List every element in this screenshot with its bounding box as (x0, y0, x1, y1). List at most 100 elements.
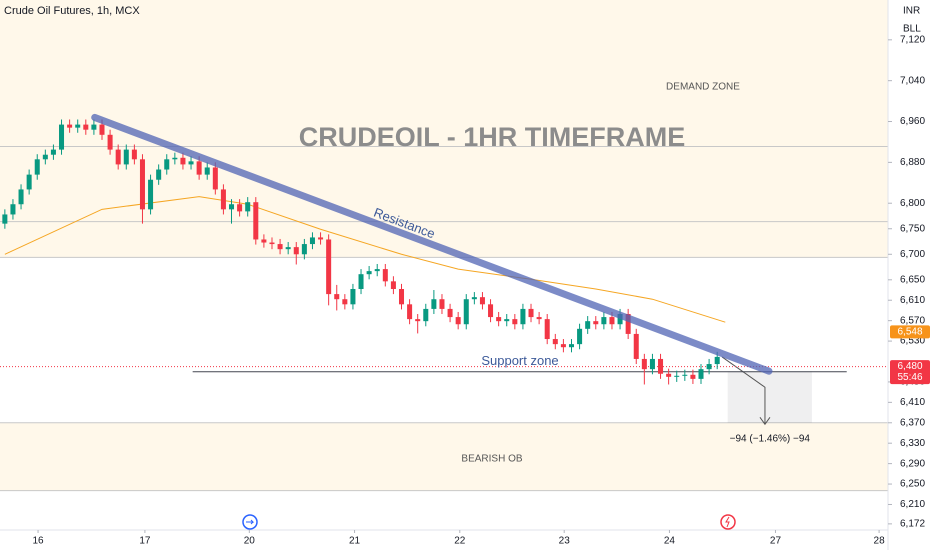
y-tick-label: 6,750 (900, 223, 925, 234)
y-tick-label: 6,700 (900, 249, 925, 260)
x-tick-label: 28 (874, 536, 886, 547)
candle-body (714, 356, 720, 365)
candle-body (237, 204, 243, 212)
candle-body (374, 269, 380, 272)
event-icon[interactable] (242, 514, 258, 530)
candle-body (34, 159, 40, 175)
zone-label: DEMAND ZONE (666, 82, 740, 93)
projection-box (727, 371, 812, 423)
candle-body (617, 314, 623, 325)
candle-body (520, 308, 526, 325)
countdown: 55:46 (897, 372, 922, 383)
candle-body (350, 288, 356, 305)
candle-body (123, 149, 129, 165)
candle-body (42, 154, 48, 160)
candle-body (293, 247, 299, 255)
candle-body (75, 124, 81, 128)
candle-body (666, 373, 672, 377)
x-tick-label: 17 (139, 536, 151, 547)
candle-body (382, 269, 388, 282)
candle-body (528, 308, 534, 318)
x-tick-label: 21 (349, 536, 361, 547)
price-tag-label: 6,548 (897, 327, 922, 338)
candle-body (212, 167, 218, 190)
candle-body (682, 374, 688, 376)
y-tick-label: 6,172 (900, 519, 925, 530)
y-tick-label: 6,250 (900, 479, 925, 490)
projection-label: −94 (−1.46%) −94 (730, 433, 811, 444)
candle-body (471, 297, 477, 300)
candle-body (269, 242, 275, 245)
candle-body (342, 299, 348, 305)
candle-body (593, 321, 599, 325)
candle-body (309, 237, 315, 245)
event-icon[interactable] (720, 514, 736, 530)
candle-body (447, 308, 453, 318)
unit: BLL (903, 24, 921, 35)
candle-body (706, 364, 712, 370)
candle-body (261, 239, 267, 243)
candle-body (26, 174, 32, 190)
candle-body (407, 304, 413, 320)
candle-body (334, 294, 340, 300)
candle-body (164, 159, 170, 170)
candle-body (366, 271, 372, 275)
candle-body (674, 375, 680, 377)
y-tick-label: 6,370 (900, 417, 925, 428)
zone (0, 422, 888, 491)
x-tick-label: 27 (770, 536, 782, 547)
x-tick-label: 16 (32, 536, 44, 547)
candle-body (439, 299, 445, 309)
candle-body (398, 288, 405, 305)
candle-body (455, 317, 461, 325)
price-tag (890, 360, 930, 385)
candle-body (148, 179, 154, 210)
candle-body (220, 189, 226, 210)
candle-body (552, 339, 558, 345)
candle-body (115, 149, 121, 165)
candle-body (229, 204, 235, 210)
candle-body (512, 319, 518, 325)
candle-body (18, 189, 24, 205)
candle-body (326, 239, 332, 295)
y-tick-label: 6,330 (900, 438, 925, 449)
candle-body (560, 344, 566, 348)
candle-body (577, 328, 583, 345)
candle-body (431, 299, 437, 309)
candle-body (318, 237, 324, 240)
candle-body (59, 124, 65, 150)
candle-body (83, 124, 89, 130)
candle-body (633, 333, 639, 359)
candle-body (488, 304, 494, 318)
candle-body (698, 369, 704, 379)
x-tick-label: 20 (244, 536, 256, 547)
candle-body (180, 157, 186, 165)
candle-body (649, 358, 655, 370)
candle-body (544, 319, 550, 340)
candle-body (390, 281, 396, 289)
y-tick-label: 6,960 (900, 116, 925, 127)
chart-title: Crude Oil Futures, 1h, MCX (4, 5, 140, 17)
projection-arrow (721, 356, 766, 425)
y-tick-label: 7,120 (900, 34, 925, 45)
y-tick-label: 7,040 (900, 75, 925, 86)
zone-label: BEARISH OB (461, 454, 522, 465)
y-tick-label: 6,650 (900, 274, 925, 285)
candle-body (625, 314, 631, 334)
candle-body (172, 157, 178, 160)
x-tick-label: 22 (454, 536, 466, 547)
x-tick-label: 23 (559, 536, 571, 547)
candle-body (107, 134, 113, 150)
y-tick-label: 6,210 (900, 499, 925, 510)
candle-body (253, 202, 259, 240)
y-tick-label: 6,800 (900, 198, 925, 209)
candle-body (504, 319, 510, 322)
candle-body (2, 214, 8, 224)
candle-body (609, 317, 615, 325)
candle-body (568, 344, 575, 348)
y-tick-label: 6,410 (900, 397, 925, 408)
x-tick-label: 24 (664, 536, 676, 547)
candle-body (585, 321, 591, 329)
candle-body (131, 149, 137, 160)
candle-body (690, 374, 696, 379)
